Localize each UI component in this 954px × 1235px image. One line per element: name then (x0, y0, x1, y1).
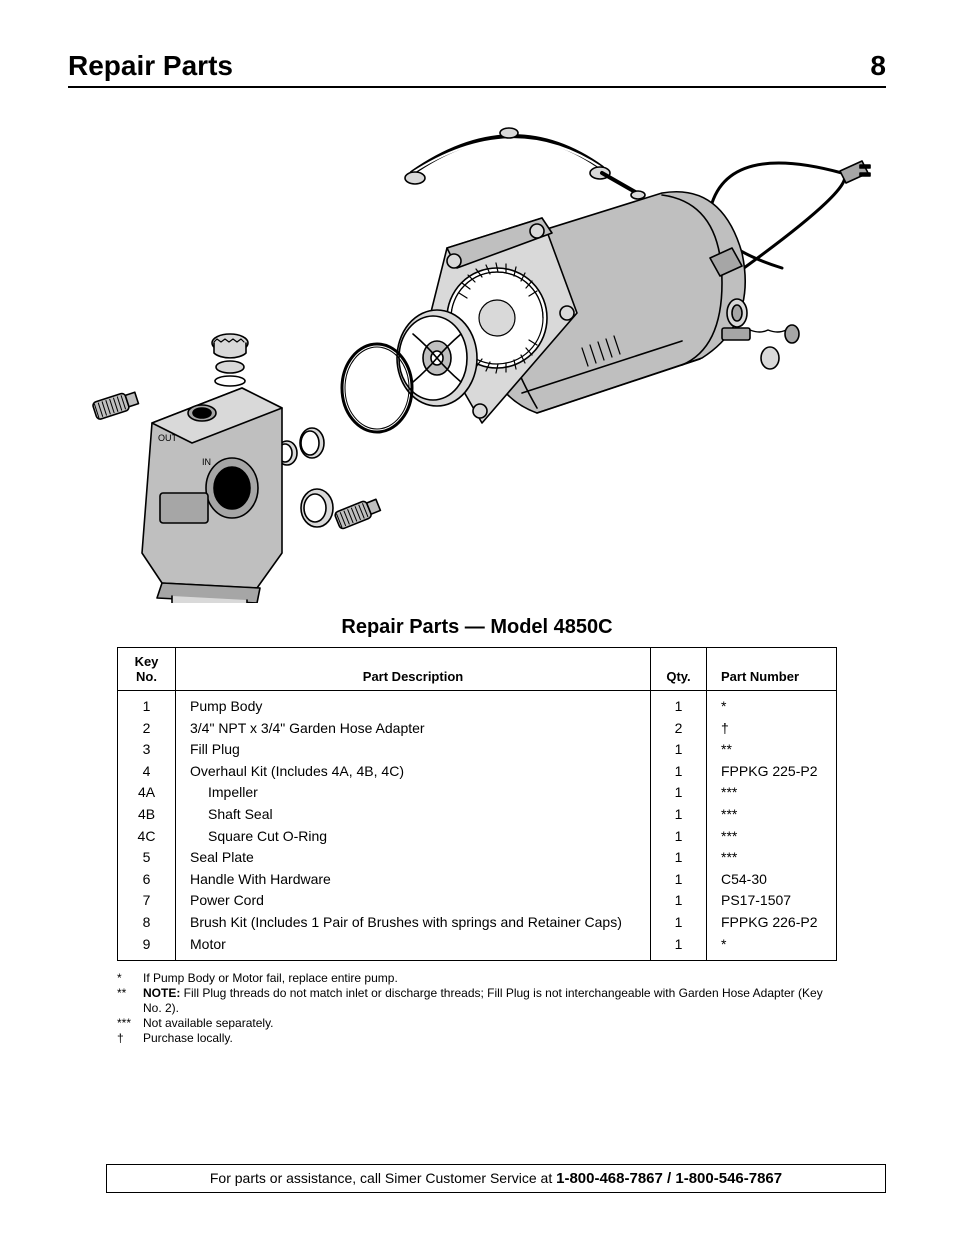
footer-phones: 1-800-468-7867 / 1-800-546-7867 (556, 1170, 782, 1187)
table-row: 6Handle With Hardware1C54-30 (118, 869, 837, 891)
cell-key: 8 (118, 912, 176, 934)
diagram-label-in: IN (202, 457, 211, 467)
cell-key: 7 (118, 890, 176, 912)
footnote-symbol: *** (117, 1016, 143, 1031)
cell-desc: Motor (176, 934, 651, 961)
cell-qty: 1 (651, 782, 707, 804)
page-number: 8 (870, 50, 886, 82)
cell-qty: 1 (651, 869, 707, 891)
cell-qty: 2 (651, 718, 707, 740)
cell-key: 4A (118, 782, 176, 804)
table-row: 4CSquare Cut O-Ring1*** (118, 826, 837, 848)
cell-qty: 1 (651, 691, 707, 718)
table-row: 4AImpeller1*** (118, 782, 837, 804)
cell-key: 3 (118, 739, 176, 761)
table-row: 7Power Cord1PS17-1507 (118, 890, 837, 912)
cell-desc: Impeller (176, 782, 651, 804)
page-header: Repair Parts 8 (68, 50, 886, 88)
page-title: Repair Parts (68, 50, 233, 82)
table-row: 1Pump Body1* (118, 691, 837, 718)
table-row: 8Brush Kit (Includes 1 Pair of Brushes w… (118, 912, 837, 934)
cell-qty: 1 (651, 804, 707, 826)
cell-key: 9 (118, 934, 176, 961)
cell-qty: 1 (651, 826, 707, 848)
col-header-partnumber: Part Number (707, 648, 837, 691)
footnote: †Purchase locally. (117, 1031, 837, 1046)
cell-partnumber: FPPKG 226-P2 (707, 912, 837, 934)
parts-table-body: 1Pump Body1*23/4" NPT x 3/4" Garden Hose… (118, 691, 837, 961)
footnote: ***Not available separately. (117, 1016, 837, 1031)
col-header-qty: Qty. (651, 648, 707, 691)
parts-table: KeyNo. Part Description Qty. Part Number… (117, 647, 837, 961)
cell-partnumber: * (707, 691, 837, 718)
cell-qty: 1 (651, 847, 707, 869)
footer-prefix: For parts or assistance, call Simer Cust… (210, 1170, 556, 1186)
footnote-symbol: * (117, 971, 143, 986)
footnote-text: NOTE: Fill Plug threads do not match inl… (143, 986, 837, 1016)
cell-qty: 1 (651, 890, 707, 912)
footnote-symbol: † (117, 1031, 143, 1046)
footer-bar: For parts or assistance, call Simer Cust… (106, 1164, 886, 1193)
cell-partnumber: *** (707, 804, 837, 826)
cell-desc: Overhaul Kit (Includes 4A, 4B, 4C) (176, 761, 651, 783)
cell-key: 6 (118, 869, 176, 891)
cell-key: 4B (118, 804, 176, 826)
footnote-text: If Pump Body or Motor fail, replace enti… (143, 971, 837, 986)
footnote-symbol: ** (117, 986, 143, 1016)
cell-desc: Fill Plug (176, 739, 651, 761)
cell-qty: 1 (651, 761, 707, 783)
footnote: **NOTE: Fill Plug threads do not match i… (117, 986, 837, 1016)
cell-key: 2 (118, 718, 176, 740)
exploded-diagram: OUT IN (68, 108, 886, 608)
cell-partnumber: * (707, 934, 837, 961)
cell-desc: Pump Body (176, 691, 651, 718)
cell-qty: 1 (651, 934, 707, 961)
footnote: *If Pump Body or Motor fail, replace ent… (117, 971, 837, 986)
cell-partnumber: *** (707, 782, 837, 804)
cell-desc: Handle With Hardware (176, 869, 651, 891)
pump-exploded-svg: OUT IN (82, 113, 872, 603)
cell-key: 5 (118, 847, 176, 869)
cell-partnumber: *** (707, 847, 837, 869)
table-row: 9Motor1* (118, 934, 837, 961)
table-row: 23/4" NPT x 3/4" Garden Hose Adapter2† (118, 718, 837, 740)
cell-desc: Square Cut O-Ring (176, 826, 651, 848)
cell-desc: 3/4" NPT x 3/4" Garden Hose Adapter (176, 718, 651, 740)
cell-key: 1 (118, 691, 176, 718)
cell-desc: Brush Kit (Includes 1 Pair of Brushes wi… (176, 912, 651, 934)
table-row: 3Fill Plug1** (118, 739, 837, 761)
cell-key: 4C (118, 826, 176, 848)
footnote-text: Purchase locally. (143, 1031, 837, 1046)
cell-partnumber: † (707, 718, 837, 740)
cell-partnumber: PS17-1507 (707, 890, 837, 912)
cell-partnumber: C54-30 (707, 869, 837, 891)
footnotes: *If Pump Body or Motor fail, replace ent… (117, 971, 837, 1046)
cell-partnumber: FPPKG 225-P2 (707, 761, 837, 783)
cell-qty: 1 (651, 912, 707, 934)
table-row: 4BShaft Seal1*** (118, 804, 837, 826)
cell-desc: Shaft Seal (176, 804, 651, 826)
cell-qty: 1 (651, 739, 707, 761)
table-row: 4Overhaul Kit (Includes 4A, 4B, 4C)1FPPK… (118, 761, 837, 783)
footnote-text: Not available separately. (143, 1016, 837, 1031)
cell-desc: Power Cord (176, 890, 651, 912)
cell-partnumber: *** (707, 826, 837, 848)
col-header-desc: Part Description (176, 648, 651, 691)
diagram-label-out: OUT (158, 433, 178, 443)
table-caption: Repair Parts — Model 4850C (68, 616, 886, 639)
col-header-key: KeyNo. (118, 648, 176, 691)
cell-key: 4 (118, 761, 176, 783)
cell-desc: Seal Plate (176, 847, 651, 869)
table-row: 5Seal Plate1*** (118, 847, 837, 869)
cell-partnumber: ** (707, 739, 837, 761)
